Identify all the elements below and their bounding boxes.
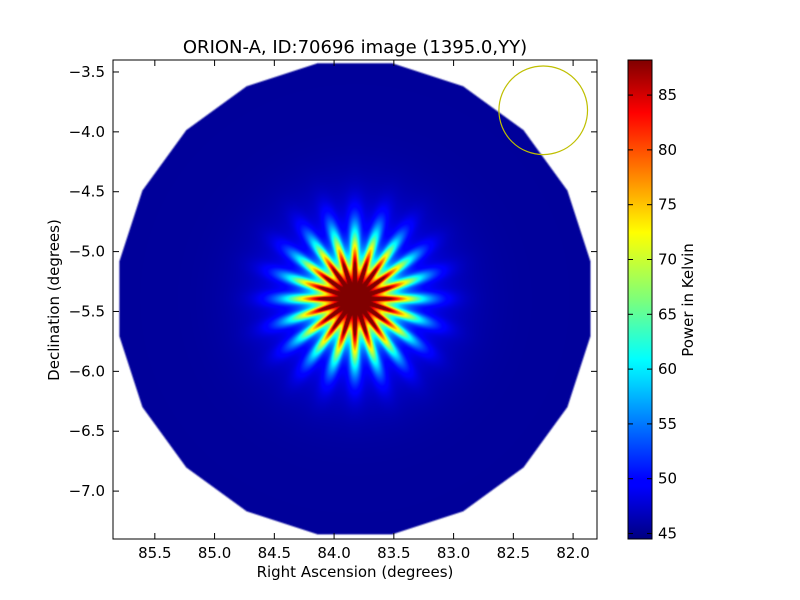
- x-tick-label: 84.5: [258, 544, 291, 562]
- colorbar-ticks: 45 50 55 60 65 70 75 80 85: [628, 86, 677, 543]
- colorbar-gradient: [627, 59, 653, 540]
- x-tick-label: 84.0: [317, 544, 350, 562]
- intensity-map: [113, 60, 597, 539]
- x-tick-label: 82.0: [556, 544, 589, 562]
- beam-circle: [498, 65, 589, 156]
- colorbar-tick-label: 50: [658, 470, 677, 488]
- x-tick-label: 82.5: [497, 544, 530, 562]
- x-tick-label: 85.0: [198, 544, 231, 562]
- colorbar: 45 50 55 60 65 70 75 80 85 Power in Kelvin: [627, 59, 697, 543]
- y-tick-label: −4.0: [69, 123, 105, 141]
- colorbar-tick-label: 70: [658, 250, 677, 268]
- plot-area: 85.5 85.0 84.5 84.0 83.5 83.0 82.5 82.0 −3.5 −4.…: [69, 59, 598, 562]
- y-tick-label: −5.5: [69, 302, 105, 320]
- y-tick-label: −7.0: [69, 482, 105, 500]
- colorbar-tick-label: 45: [658, 525, 677, 543]
- x-axis-ticks: 85.5 85.0 84.5 84.0 83.5 83.0 82.5 82.0: [138, 60, 590, 562]
- colorbar-tick-label: 75: [658, 196, 677, 214]
- colorbar-tick-label: 55: [658, 415, 677, 433]
- colorbar-tick-label: 85: [658, 86, 677, 104]
- x-axis-label: Right Ascension (degrees): [257, 563, 454, 581]
- y-tick-label: −6.0: [69, 362, 105, 380]
- y-tick-label: −5.0: [69, 243, 105, 261]
- plot-frame: [112, 59, 598, 540]
- y-tick-label: −3.5: [69, 63, 105, 81]
- colorbar-tick-label: 65: [658, 305, 677, 323]
- y-axis-ticks: −3.5 −4.0 −4.5 −5.0 −5.5 −6.0 −6.5 −7.0: [69, 63, 597, 500]
- y-axis-label: Declination (degrees): [45, 219, 63, 381]
- y-tick-label: −4.5: [69, 183, 105, 201]
- colorbar-tick-label: 60: [658, 360, 677, 378]
- colorbar-tick-label: 80: [658, 141, 677, 159]
- x-tick-label: 83.0: [437, 544, 470, 562]
- colorbar-label: Power in Kelvin: [679, 243, 697, 357]
- y-tick-label: −6.5: [69, 422, 105, 440]
- x-tick-label: 83.5: [377, 544, 410, 562]
- chart-title: ORION-A, ID:70696 image (1395.0,YY): [183, 37, 527, 58]
- x-tick-label: 85.5: [138, 544, 171, 562]
